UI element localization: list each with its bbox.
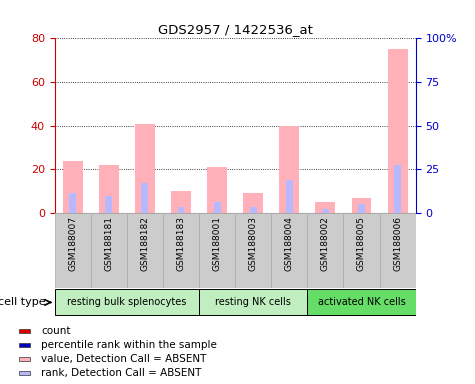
Bar	[358, 204, 365, 213]
Bar	[105, 196, 112, 213]
Text: resting NK cells: resting NK cells	[215, 297, 291, 307]
Bar	[243, 194, 263, 213]
Bar	[286, 180, 293, 213]
Bar	[135, 124, 155, 213]
Bar	[322, 209, 329, 213]
Text: activated NK cells: activated NK cells	[318, 297, 405, 307]
Bar	[55, 213, 91, 288]
Text: GSM188182: GSM188182	[141, 216, 149, 271]
Bar	[19, 329, 30, 333]
Text: cell type: cell type	[0, 297, 45, 308]
Bar	[214, 202, 220, 213]
Bar	[99, 165, 119, 213]
Bar	[307, 290, 416, 315]
Bar	[91, 213, 127, 288]
Bar	[55, 290, 199, 315]
Bar	[171, 191, 191, 213]
Bar	[388, 49, 408, 213]
Bar	[279, 126, 299, 213]
Text: resting bulk splenocytes: resting bulk splenocytes	[67, 297, 187, 307]
Text: GSM188183: GSM188183	[177, 216, 185, 271]
Bar	[19, 371, 30, 375]
Bar	[19, 357, 30, 361]
Bar	[19, 343, 30, 347]
Bar	[163, 213, 199, 288]
Bar	[142, 182, 148, 213]
Bar	[307, 213, 343, 288]
Text: GSM188181: GSM188181	[104, 216, 113, 271]
Text: GSM188004: GSM188004	[285, 216, 294, 271]
Bar	[207, 167, 227, 213]
Bar	[352, 198, 371, 213]
Text: count: count	[41, 326, 71, 336]
Bar	[63, 161, 83, 213]
Text: GSM188003: GSM188003	[249, 216, 257, 271]
Bar	[343, 213, 380, 288]
Bar	[235, 213, 271, 288]
Bar	[271, 213, 307, 288]
Text: value, Detection Call = ABSENT: value, Detection Call = ABSENT	[41, 354, 207, 364]
Text: GSM188001: GSM188001	[213, 216, 221, 271]
Title: GDS2957 / 1422536_at: GDS2957 / 1422536_at	[158, 23, 313, 36]
Bar	[199, 213, 235, 288]
Bar	[380, 213, 416, 288]
Text: GSM188002: GSM188002	[321, 216, 330, 271]
Bar	[250, 207, 256, 213]
Text: percentile rank within the sample: percentile rank within the sample	[41, 340, 217, 350]
Bar	[178, 207, 184, 213]
Bar	[69, 194, 76, 213]
Text: rank, Detection Call = ABSENT: rank, Detection Call = ABSENT	[41, 368, 202, 378]
Bar	[199, 290, 307, 315]
Bar	[127, 213, 163, 288]
Text: GSM188006: GSM188006	[393, 216, 402, 271]
Bar	[394, 165, 401, 213]
Bar	[315, 202, 335, 213]
Text: GSM188007: GSM188007	[68, 216, 77, 271]
Text: GSM188005: GSM188005	[357, 216, 366, 271]
